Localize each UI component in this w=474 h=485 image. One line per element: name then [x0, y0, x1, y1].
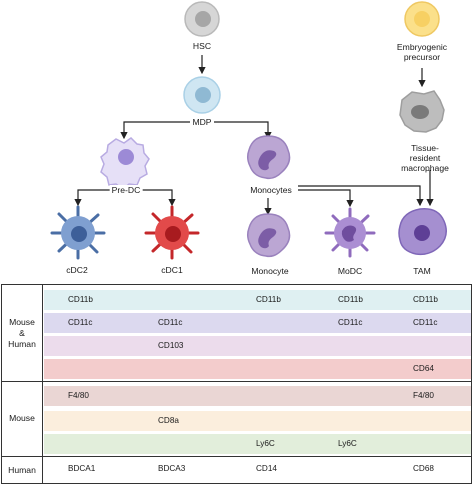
hsc-label: HSC — [192, 41, 212, 51]
cdc1-label: cDC1 — [161, 265, 183, 275]
arrow-mdp-monocytes — [214, 121, 272, 140]
marker-cell: Ly6C — [256, 439, 275, 448]
marker-row: CD64 — [44, 359, 471, 379]
monocyte-cell-icon — [246, 213, 291, 258]
marker-cell: CD68 — [413, 464, 434, 473]
marker-cell: BDCA3 — [158, 464, 186, 473]
modc-cell-icon — [324, 207, 376, 258]
marker-cell: F4/80 — [413, 391, 434, 400]
marker-row: CD8a — [44, 411, 471, 431]
marker-cell: F4/80 — [68, 391, 89, 400]
group-separator — [2, 456, 471, 457]
tam-label: TAM — [413, 266, 431, 276]
embryogenic-precursor-label: Embryogenic precursor — [396, 42, 448, 62]
marker-table: Mouse & Human Mouse Human CD11b CD11b CD11… — [1, 284, 472, 484]
marker-cell: CD103 — [158, 341, 184, 350]
marker-row: CD11c CD11c CD11c CD11c — [44, 313, 471, 333]
arrow-monocytes-tam — [298, 185, 424, 207]
cdc1-cell-icon — [144, 205, 200, 260]
modc-label: MoDC — [337, 266, 363, 276]
arrow-monocytes-modc — [298, 189, 354, 208]
marker-cell: CD14 — [256, 464, 277, 473]
monocyte-label: Monocyte — [251, 266, 289, 276]
marker-cell: CD11c — [413, 318, 438, 327]
pre-dc-label: Pre-DC — [109, 185, 143, 195]
tissue-resident-macrophage-label: Tissue-resident macrophage — [401, 143, 449, 173]
marker-cell: CD11c — [158, 318, 183, 327]
monocytes-label: Monocytes — [248, 185, 294, 195]
tissue-resident-macrophage-cell-icon — [399, 90, 445, 133]
group-divider — [42, 285, 43, 483]
marker-cell: CD64 — [413, 364, 434, 373]
cdc2-label: cDC2 — [66, 265, 88, 275]
tam-cell-icon — [398, 208, 447, 256]
embryogenic-precursor-cell-icon — [404, 1, 440, 37]
marker-row: CD103 — [44, 336, 471, 356]
marker-cell: BDCA1 — [68, 464, 96, 473]
marker-cell: CD11c — [68, 318, 93, 327]
lineage-diagram — [50, 1, 447, 260]
marker-cell: CD8a — [158, 416, 179, 425]
marker-cell: CD11b — [338, 295, 363, 304]
marker-cell: CD11b — [413, 295, 438, 304]
mdp-label: MDP — [190, 117, 214, 127]
monocytes-cell-icon — [246, 135, 291, 180]
arrow-mdp-predc — [120, 121, 190, 140]
pre-dc-cell-icon — [100, 137, 150, 190]
arrow-predc-cdc2 — [74, 189, 111, 207]
marker-cell: Ly6C — [338, 439, 357, 448]
group-label-mouse: Mouse — [9, 413, 35, 423]
marker-cell: CD11b — [256, 295, 281, 304]
marker-row: Ly6C Ly6C — [44, 434, 471, 454]
marker-row: F4/80 F4/80 — [44, 386, 471, 406]
group-label-human: Human — [8, 464, 36, 475]
arrow-predc-cdc1 — [141, 189, 176, 207]
marker-row: CD11b CD11b CD11b CD11b — [44, 290, 471, 310]
group-label-mouse-human: Mouse & Human — [8, 316, 36, 349]
marker-row: BDCA1 BDCA3 CD14 CD68 — [44, 459, 471, 479]
marker-cell: CD11b — [68, 295, 93, 304]
arrows — [74, 55, 434, 216]
cdc2-cell-icon — [50, 205, 106, 260]
mdp-cell-icon — [183, 76, 221, 114]
hsc-cell-icon — [184, 1, 220, 37]
marker-cell: CD11c — [338, 318, 363, 327]
group-separator — [2, 381, 471, 382]
